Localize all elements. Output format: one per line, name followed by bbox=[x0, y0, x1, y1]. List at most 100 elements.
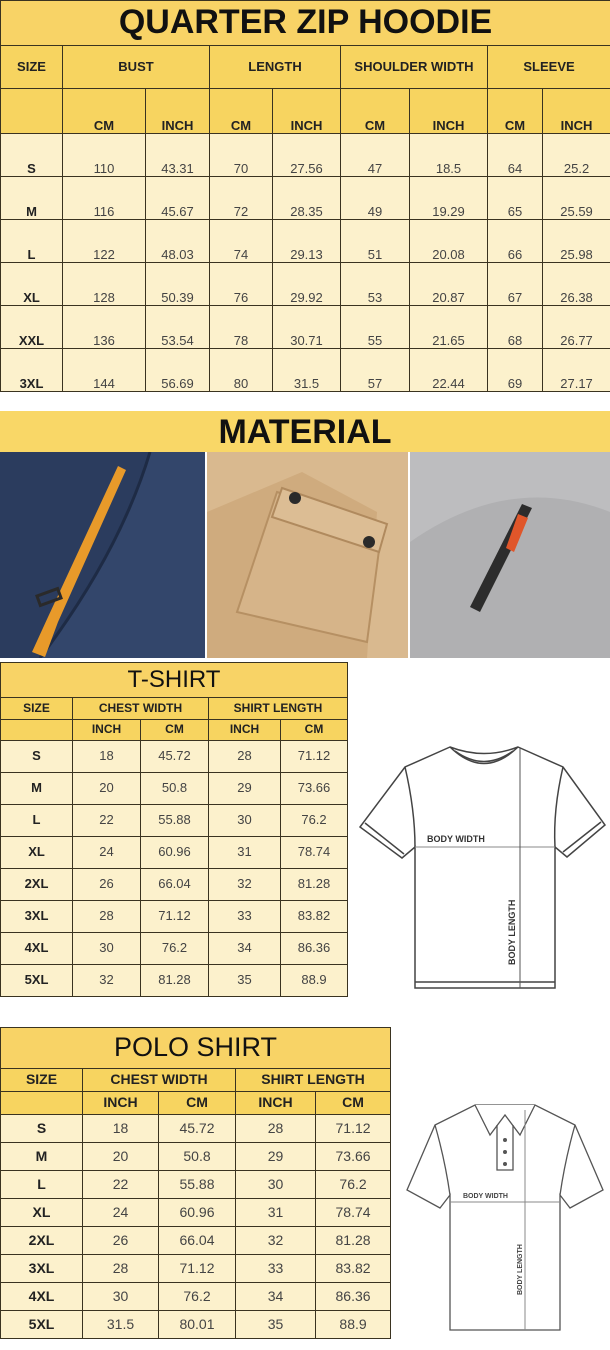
table-row: M 116 45.67 72 28.35 49 19.29 65 25.59 bbox=[0, 176, 610, 220]
group-header: SHOULDER WIDTH bbox=[340, 45, 488, 89]
value-cell: 31.5 bbox=[272, 348, 341, 392]
value-cell: 28 bbox=[208, 740, 281, 773]
value-cell: 73.66 bbox=[314, 1142, 392, 1171]
size-cell: S bbox=[0, 1114, 83, 1143]
size-header: SIZE bbox=[0, 45, 63, 89]
value-cell: 22.44 bbox=[409, 348, 488, 392]
material-photo-grey bbox=[410, 452, 610, 658]
table-row: S 18 45.72 28 71.12 bbox=[0, 740, 348, 773]
value-cell: 33 bbox=[208, 900, 281, 933]
size-cell: L bbox=[0, 1170, 83, 1199]
value-cell: 34 bbox=[235, 1282, 316, 1311]
value-cell: 53.54 bbox=[145, 305, 210, 349]
value-cell: 66.04 bbox=[158, 1226, 236, 1255]
value-cell: 110 bbox=[62, 133, 146, 177]
value-cell: 28 bbox=[82, 1254, 159, 1283]
value-cell: 66.04 bbox=[140, 868, 209, 901]
value-cell: 31 bbox=[208, 836, 281, 869]
size-cell: 2XL bbox=[0, 868, 73, 901]
value-cell: 71.12 bbox=[140, 900, 209, 933]
value-cell: 26 bbox=[72, 868, 141, 901]
value-cell: 18 bbox=[82, 1114, 159, 1143]
unit-row: CM INCH CM INCH CM INCH CM INCH bbox=[0, 88, 610, 134]
polo-diagram: BODY WIDTH BODY LENGTH bbox=[406, 1104, 604, 1331]
value-cell: 20.08 bbox=[409, 219, 488, 263]
unit-header: INCH bbox=[208, 719, 281, 741]
table-row: XXL 136 53.54 78 30.71 55 21.65 68 26.77 bbox=[0, 305, 610, 349]
value-cell: 56.69 bbox=[145, 348, 210, 392]
group-header: CHEST WIDTH bbox=[82, 1068, 236, 1092]
unit-row: INCH CM INCH CM bbox=[0, 1091, 392, 1115]
size-cell: 5XL bbox=[0, 964, 73, 997]
empty-cell bbox=[0, 719, 73, 741]
value-cell: 50.8 bbox=[140, 772, 209, 805]
table-row: S 18 45.72 28 71.12 bbox=[0, 1114, 392, 1143]
value-cell: 86.36 bbox=[314, 1282, 392, 1311]
value-cell: 128 bbox=[62, 262, 146, 306]
value-cell: 88.9 bbox=[314, 1310, 392, 1339]
group-header: SLEEVE bbox=[486, 45, 610, 89]
unit-header: INCH bbox=[272, 88, 341, 134]
size-cell: 4XL bbox=[0, 932, 73, 965]
value-cell: 83.82 bbox=[280, 900, 348, 933]
value-cell: 25.98 bbox=[541, 219, 610, 263]
value-cell: 57 bbox=[340, 348, 410, 392]
size-cell: 3XL bbox=[0, 900, 73, 933]
size-cell: XXL bbox=[0, 305, 63, 349]
unit-row: INCH CM INCH CM bbox=[0, 719, 348, 741]
unit-header: INCH bbox=[235, 1091, 316, 1115]
group-header: LENGTH bbox=[209, 45, 341, 89]
value-cell: 33 bbox=[235, 1254, 316, 1283]
table-row: S 110 43.31 70 27.56 47 18.5 64 25.2 bbox=[0, 133, 610, 177]
value-cell: 69 bbox=[487, 348, 543, 392]
value-cell: 28 bbox=[72, 900, 141, 933]
polo-body-length-label: BODY LENGTH bbox=[517, 1244, 524, 1295]
table-row: 3XL 28 71.12 33 83.82 bbox=[0, 900, 348, 933]
table-row: M 20 50.8 29 73.66 bbox=[0, 772, 348, 805]
size-cell: M bbox=[0, 772, 73, 805]
empty-cell bbox=[0, 1091, 83, 1115]
unit-header: INCH bbox=[145, 88, 210, 134]
value-cell: 30 bbox=[235, 1170, 316, 1199]
size-cell: 3XL bbox=[0, 1254, 83, 1283]
unit-header: INCH bbox=[409, 88, 488, 134]
table-row: L 122 48.03 74 29.13 51 20.08 66 25.98 bbox=[0, 219, 610, 263]
size-cell: XL bbox=[0, 836, 73, 869]
value-cell: 60.96 bbox=[158, 1198, 236, 1227]
tshirt-body-length-label: BODY LENGTH bbox=[507, 900, 517, 965]
unit-header: INCH bbox=[541, 88, 610, 134]
empty-cell bbox=[0, 88, 63, 134]
value-cell: 32 bbox=[235, 1226, 316, 1255]
table-row: M 20 50.8 29 73.66 bbox=[0, 1142, 392, 1171]
size-cell: M bbox=[0, 1142, 83, 1171]
size-cell: 4XL bbox=[0, 1282, 83, 1311]
value-cell: 53 bbox=[340, 262, 410, 306]
value-cell: 64 bbox=[487, 133, 543, 177]
size-cell: L bbox=[0, 219, 63, 263]
value-cell: 78.74 bbox=[280, 836, 348, 869]
size-header: SIZE bbox=[0, 1068, 83, 1092]
value-cell: 18 bbox=[72, 740, 141, 773]
unit-header: INCH bbox=[72, 719, 141, 741]
value-cell: 45.72 bbox=[158, 1114, 236, 1143]
hoodie-title: QUARTER ZIP HOODIE bbox=[0, 0, 610, 46]
value-cell: 45.72 bbox=[140, 740, 209, 773]
value-cell: 29 bbox=[208, 772, 281, 805]
value-cell: 31 bbox=[235, 1198, 316, 1227]
value-cell: 24 bbox=[82, 1198, 159, 1227]
header-row: SIZE CHEST WIDTH SHIRT LENGTH bbox=[0, 697, 348, 720]
value-cell: 83.82 bbox=[314, 1254, 392, 1283]
table-row: 5XL 31.5 80.01 35 88.9 bbox=[0, 1310, 392, 1339]
tshirt-size-table: T-SHIRT SIZE CHEST WIDTH SHIRT LENGTH INCH C… bbox=[0, 662, 348, 997]
value-cell: 122 bbox=[62, 219, 146, 263]
value-cell: 76.2 bbox=[158, 1282, 236, 1311]
table-row: 3XL 144 56.69 80 31.5 57 22.44 69 27.17 bbox=[0, 348, 610, 392]
value-cell: 49 bbox=[340, 176, 410, 220]
value-cell: 29.92 bbox=[272, 262, 341, 306]
material-photo-navy bbox=[0, 452, 205, 658]
value-cell: 81.28 bbox=[140, 964, 209, 997]
value-cell: 18.5 bbox=[409, 133, 488, 177]
value-cell: 20.87 bbox=[409, 262, 488, 306]
value-cell: 51 bbox=[340, 219, 410, 263]
value-cell: 81.28 bbox=[314, 1226, 392, 1255]
